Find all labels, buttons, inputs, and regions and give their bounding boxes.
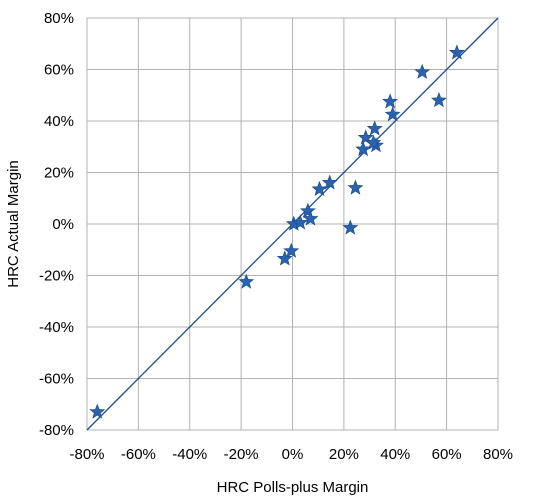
data-point-star [414,63,431,79]
y-axis-title: HRC Actual Margin [5,160,22,288]
data-point-star [311,180,328,196]
x-tick-label: -40% [172,446,207,463]
x-axis-title: HRC Polls-plus Margin [217,479,369,496]
data-point-star [382,93,399,109]
y-tick-label: 20% [44,165,74,182]
data-point-star [347,179,364,195]
y-tick-label: -40% [39,319,74,336]
data-point-star [321,174,338,190]
data-point-star [292,214,309,230]
y-tick-label: 80% [44,10,74,27]
data-point-star [448,44,465,60]
x-tick-label: 60% [432,446,462,463]
y-tick-label: 0% [52,216,74,233]
data-point-star [276,250,293,266]
data-point-star [238,273,255,289]
data-point-star [342,219,359,235]
data-point-star [365,134,382,150]
data-point-star [355,140,372,157]
data-point-star [299,202,316,218]
x-tick-label: 80% [483,446,513,463]
y-tick-label: -80% [39,422,74,439]
data-point-star [366,120,383,136]
data-point-star [430,92,447,108]
x-tick-label: -60% [121,446,156,463]
y-tick-label: -20% [39,268,74,285]
y-tick-label: 40% [44,113,74,130]
x-tick-label: 20% [329,446,359,463]
data-point-star [89,403,106,419]
x-tick-label: -20% [224,446,259,463]
data-points [89,44,465,419]
y-tick-label: -60% [39,371,74,388]
data-point-star [283,242,300,258]
y-axis-tick-labels: 80% 60% 40% 20% 0% -20% -40% -60% -80% [39,10,74,439]
data-point-star [357,129,374,145]
plot-area-border [86,17,499,431]
x-tick-label: 40% [380,446,410,463]
x-tick-label: 0% [282,446,304,463]
y-tick-label: 60% [44,62,74,79]
x-axis-tick-labels: -80% -60% -40% -20% 0% 20% 40% 60% 80% [69,446,513,463]
x-tick-label: -80% [69,446,104,463]
data-point-star [384,106,401,122]
data-point-star [302,210,319,226]
